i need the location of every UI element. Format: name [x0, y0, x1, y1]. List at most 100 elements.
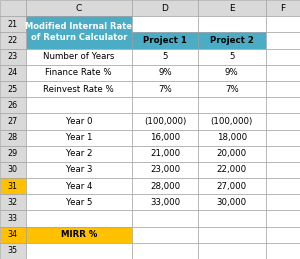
Bar: [26, 97, 132, 113]
Bar: [132, 16, 198, 32]
Text: 27,000: 27,000: [217, 182, 247, 191]
Bar: [132, 243, 198, 259]
Text: 26: 26: [8, 101, 18, 110]
Bar: [266, 162, 300, 178]
Text: 35: 35: [8, 246, 18, 255]
Bar: [266, 178, 300, 194]
Bar: [198, 227, 266, 243]
Text: 28: 28: [8, 133, 18, 142]
Text: 34: 34: [8, 230, 18, 239]
Bar: [266, 0, 300, 16]
Text: 7%: 7%: [158, 84, 172, 93]
Bar: [198, 243, 266, 259]
Bar: [198, 130, 266, 146]
Bar: [0, 32, 26, 49]
Bar: [0, 243, 26, 259]
Text: Reinvest Rate %: Reinvest Rate %: [44, 84, 114, 93]
Bar: [266, 210, 300, 227]
Text: 22,000: 22,000: [217, 166, 247, 175]
Bar: [0, 162, 26, 178]
Text: 22: 22: [8, 36, 18, 45]
Text: C: C: [76, 4, 82, 13]
Bar: [132, 194, 198, 210]
Bar: [0, 81, 26, 97]
Bar: [198, 81, 266, 97]
Bar: [198, 194, 266, 210]
Text: Year 4: Year 4: [65, 182, 92, 191]
Bar: [198, 49, 266, 65]
Text: 16,000: 16,000: [150, 133, 180, 142]
Bar: [266, 81, 300, 97]
Text: F: F: [280, 4, 285, 13]
Bar: [0, 0, 26, 16]
Bar: [26, 194, 132, 210]
Bar: [0, 146, 26, 162]
Bar: [26, 130, 132, 146]
Bar: [132, 210, 198, 227]
Bar: [198, 16, 266, 32]
Bar: [26, 65, 132, 81]
Text: Year 3: Year 3: [65, 166, 92, 175]
Text: 27: 27: [8, 117, 18, 126]
Bar: [0, 16, 26, 32]
Text: 31: 31: [8, 182, 18, 191]
Bar: [132, 97, 198, 113]
Text: 18,000: 18,000: [217, 133, 247, 142]
Bar: [132, 65, 198, 81]
Text: (100,000): (100,000): [144, 117, 186, 126]
Bar: [266, 243, 300, 259]
Bar: [0, 178, 26, 194]
Bar: [198, 32, 266, 49]
Bar: [266, 146, 300, 162]
Bar: [132, 146, 198, 162]
Text: 21: 21: [8, 20, 18, 29]
Bar: [0, 194, 26, 210]
Text: (100,000): (100,000): [211, 117, 253, 126]
Text: Year 1: Year 1: [65, 133, 92, 142]
Bar: [132, 32, 198, 49]
Bar: [26, 210, 132, 227]
Bar: [26, 81, 132, 97]
Text: 30: 30: [8, 166, 18, 175]
Bar: [26, 146, 132, 162]
Text: 23,000: 23,000: [150, 166, 180, 175]
Text: Year 5: Year 5: [65, 198, 92, 207]
Bar: [198, 162, 266, 178]
Text: Finance Rate %: Finance Rate %: [45, 68, 112, 77]
Bar: [198, 210, 266, 227]
Bar: [0, 97, 26, 113]
Bar: [266, 113, 300, 130]
Bar: [26, 113, 132, 130]
Text: Year 2: Year 2: [65, 149, 92, 158]
Text: Year 0: Year 0: [65, 117, 92, 126]
Text: D: D: [162, 4, 168, 13]
Bar: [26, 178, 132, 194]
Bar: [26, 0, 132, 16]
Bar: [198, 113, 266, 130]
Bar: [26, 162, 132, 178]
Bar: [266, 65, 300, 81]
Text: 9%: 9%: [158, 68, 172, 77]
Bar: [132, 130, 198, 146]
Text: 5: 5: [229, 52, 235, 61]
Bar: [132, 0, 198, 16]
Bar: [198, 178, 266, 194]
Bar: [132, 49, 198, 65]
Text: 33: 33: [8, 214, 18, 223]
Text: 33,000: 33,000: [150, 198, 180, 207]
Bar: [26, 49, 132, 65]
Bar: [132, 178, 198, 194]
Bar: [266, 49, 300, 65]
Text: 21,000: 21,000: [150, 149, 180, 158]
Bar: [0, 49, 26, 65]
Bar: [198, 65, 266, 81]
Text: 28,000: 28,000: [150, 182, 180, 191]
Bar: [198, 146, 266, 162]
Text: 5: 5: [162, 52, 168, 61]
Bar: [0, 210, 26, 227]
Text: 20,000: 20,000: [217, 149, 247, 158]
Text: 25: 25: [8, 84, 18, 93]
Text: 7%: 7%: [225, 84, 238, 93]
Bar: [132, 162, 198, 178]
Text: 24: 24: [8, 68, 18, 77]
